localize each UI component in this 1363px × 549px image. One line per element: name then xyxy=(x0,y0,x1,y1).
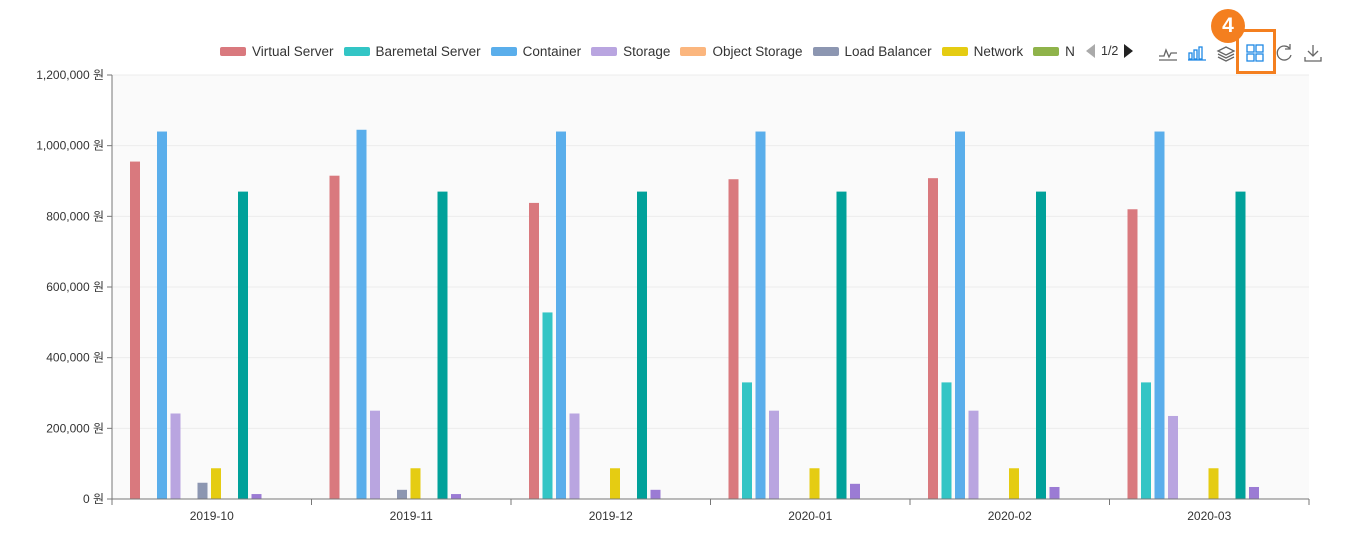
legend-swatch xyxy=(591,46,618,56)
bar[interactable] xyxy=(809,468,820,499)
bar[interactable] xyxy=(211,468,221,499)
chart-legend: Virtual Server Baremetal Server Container S… xyxy=(220,41,1080,61)
bar[interactable] xyxy=(769,410,779,499)
chart-toolbox xyxy=(1155,40,1329,66)
bar[interactable] xyxy=(1141,382,1151,499)
legend-swatch xyxy=(220,46,246,56)
bar[interactable] xyxy=(529,202,539,499)
legend-label: Container xyxy=(522,43,582,59)
stack-icon[interactable] xyxy=(1213,40,1239,66)
legend-label: Load Balancer xyxy=(844,43,932,59)
bar[interactable] xyxy=(170,413,181,499)
axes: 0 원 200,000 원 400,000 원 600,000 원 800,000 원 1… xyxy=(36,68,1310,523)
y-tick-label: 200,000 원 xyxy=(46,421,104,435)
legend-swatch xyxy=(941,46,968,56)
y-tick-label: 400,000 원 xyxy=(46,351,104,365)
bar[interactable] xyxy=(157,131,167,500)
legend-item[interactable]: Container xyxy=(490,43,582,59)
step-badge: 4 xyxy=(1211,9,1245,43)
y-tick-label: 0 원 xyxy=(83,492,104,506)
bar[interactable] xyxy=(610,468,620,499)
tiled-icon[interactable] xyxy=(1242,40,1268,66)
x-tick-label: 2019-12 xyxy=(589,509,633,523)
legend-item[interactable]: Object Storage xyxy=(680,43,803,59)
legend-item[interactable]: Network xyxy=(941,43,1024,59)
line-chart-icon[interactable] xyxy=(1155,40,1181,66)
y-tick-label: 1,200,000 원 xyxy=(36,68,104,82)
highlight-box xyxy=(1236,29,1276,74)
bar[interactable] xyxy=(968,410,979,499)
x-tick-label: 2020-02 xyxy=(988,509,1032,523)
bars xyxy=(130,129,1259,500)
y-tick-label: 800,000 원 xyxy=(46,209,104,223)
legend-next-arrow-icon[interactable] xyxy=(1124,44,1134,58)
bar[interactable] xyxy=(850,483,860,499)
bar[interactable] xyxy=(542,312,553,499)
legend-item[interactable]: Load Balancer xyxy=(812,43,932,59)
refresh-icon[interactable] xyxy=(1271,40,1297,66)
bar-chart-icon[interactable] xyxy=(1184,40,1210,66)
legend-label: Network xyxy=(973,43,1024,59)
bar[interactable] xyxy=(451,494,461,499)
x-tick-label: 2020-03 xyxy=(1187,509,1231,523)
download-icon[interactable] xyxy=(1300,40,1326,66)
bar[interactable] xyxy=(1049,486,1060,499)
bar[interactable] xyxy=(556,131,566,500)
bar[interactable] xyxy=(130,161,140,500)
bar[interactable] xyxy=(1036,191,1046,499)
legend-swatch xyxy=(812,46,839,56)
legend-item[interactable]: Storage xyxy=(591,44,670,59)
y-tick-label: 600,000 원 xyxy=(46,280,104,294)
bar[interactable] xyxy=(1154,131,1165,500)
legend-label: Storage xyxy=(623,43,671,59)
legend-label: Object Storage xyxy=(712,43,803,59)
bar[interactable] xyxy=(356,129,367,499)
bar[interactable] xyxy=(637,191,647,499)
legend-item[interactable]: Baremetal Server xyxy=(343,43,481,59)
legend-label: Virtual Server xyxy=(252,43,334,59)
legend-page-indicator: 1/2 xyxy=(1101,44,1119,58)
legend-label: Baremetal Server xyxy=(375,43,481,59)
bar[interactable] xyxy=(569,413,580,499)
bar[interactable] xyxy=(836,191,847,499)
bar[interactable] xyxy=(1009,468,1019,499)
bar[interactable] xyxy=(728,179,739,499)
bar[interactable] xyxy=(410,468,421,499)
bar[interactable] xyxy=(1235,191,1246,499)
legend-item[interactable]: Virtual Server xyxy=(220,44,334,59)
bar[interactable] xyxy=(238,191,248,499)
bar[interactable] xyxy=(197,482,208,499)
legend-prev-arrow-icon[interactable] xyxy=(1086,44,1095,58)
bar[interactable] xyxy=(251,494,262,499)
y-tick-label: 1,000,000 원 xyxy=(36,139,104,153)
legend-swatch xyxy=(680,46,707,56)
bar[interactable] xyxy=(437,191,448,499)
bar[interactable] xyxy=(329,175,340,499)
bar[interactable] xyxy=(941,382,952,499)
legend-pager: 1/2 xyxy=(1086,40,1134,62)
bar[interactable] xyxy=(1168,415,1178,499)
legend-swatch xyxy=(343,46,370,56)
legend-label: N xyxy=(1065,43,1075,59)
bar[interactable] xyxy=(397,489,407,499)
x-tick-label: 2020-01 xyxy=(788,509,832,523)
bar[interactable] xyxy=(370,410,380,499)
bar[interactable] xyxy=(742,382,752,499)
legend-item[interactable]: N xyxy=(1033,44,1075,59)
x-tick-label: 2019-10 xyxy=(190,509,234,523)
x-tick-label: 2019-11 xyxy=(390,509,433,523)
bar[interactable] xyxy=(928,178,938,499)
bar[interactable] xyxy=(1249,486,1259,499)
bar[interactable] xyxy=(1208,468,1219,499)
bar[interactable] xyxy=(650,489,661,499)
bar[interactable] xyxy=(755,131,766,500)
bar[interactable] xyxy=(1127,209,1138,499)
bar[interactable] xyxy=(955,131,965,500)
legend-swatch xyxy=(1033,46,1060,56)
legend-swatch xyxy=(490,46,517,56)
